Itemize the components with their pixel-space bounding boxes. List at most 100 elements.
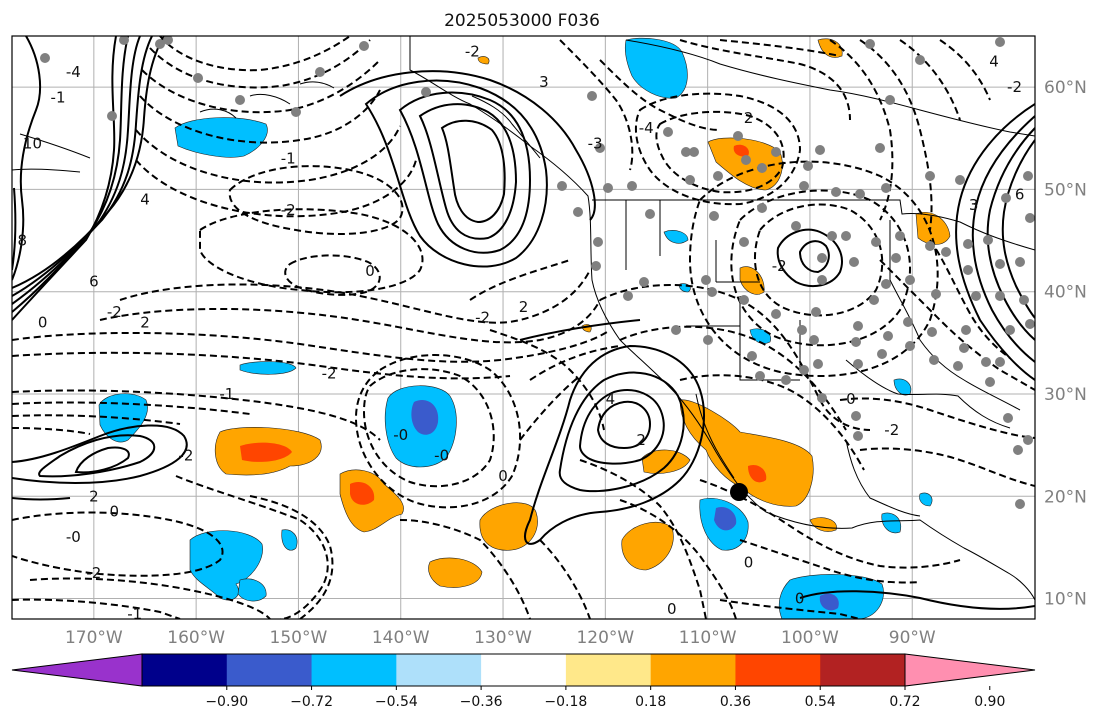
contour-label: 3 xyxy=(969,196,979,214)
lat-tick-label: 10°N xyxy=(1044,590,1087,610)
colorbar-tick-label: 0.18 xyxy=(635,694,666,710)
station-dot xyxy=(781,375,791,385)
contour-label: -3 xyxy=(588,134,603,152)
lon-tick-label: 90°W xyxy=(889,628,936,648)
station-dot xyxy=(755,371,765,381)
station-dot xyxy=(713,171,723,181)
station-dot xyxy=(163,36,173,45)
shade-neg-dark xyxy=(714,506,737,531)
shade-pos xyxy=(428,557,483,588)
station-dot xyxy=(40,53,50,63)
station-dot xyxy=(703,335,713,345)
station-dot xyxy=(817,393,827,403)
station-dot xyxy=(915,55,925,65)
station-dot xyxy=(865,39,875,49)
map-frame xyxy=(11,35,1036,620)
contour-label: -1 xyxy=(219,385,234,403)
station-dot xyxy=(851,411,861,421)
shade-neg-dark xyxy=(411,400,439,435)
contour-label: 10 xyxy=(23,134,42,152)
colorbar-segment xyxy=(650,654,736,686)
contour-label: 6 xyxy=(89,272,99,290)
contour-label: 6 xyxy=(1015,186,1025,204)
station-dot xyxy=(871,237,881,247)
shade-neg xyxy=(624,37,688,99)
contour-label: -2 xyxy=(465,42,480,60)
station-dot xyxy=(359,41,369,51)
gridlines xyxy=(12,36,1035,619)
shade-neg xyxy=(189,530,263,601)
station-dot xyxy=(875,143,885,153)
station-dot xyxy=(853,431,863,441)
station-dot xyxy=(983,235,993,245)
station-dot xyxy=(235,95,245,105)
shade-neg xyxy=(893,378,912,396)
contour-label: -4 xyxy=(639,119,654,137)
shade-neg xyxy=(237,578,267,602)
coastlines xyxy=(12,36,1035,601)
colorbar-segment xyxy=(226,654,313,686)
contour-label: -2 xyxy=(772,257,787,275)
station-dot xyxy=(881,183,891,193)
station-dot xyxy=(757,203,767,213)
station-dot xyxy=(155,39,165,49)
lon-tick-label: 120°W xyxy=(576,628,634,648)
station-dot xyxy=(1015,257,1025,267)
station-dot xyxy=(757,163,767,173)
lon-tick-label: 140°W xyxy=(372,628,430,648)
station-dot xyxy=(1025,213,1035,223)
shade-pos xyxy=(739,266,765,295)
station-dot xyxy=(573,207,583,217)
contour-label: 2 xyxy=(140,313,150,331)
station-dot xyxy=(1005,325,1015,335)
contour-label: 0 xyxy=(110,503,120,521)
station-dot xyxy=(707,287,717,297)
station-dot xyxy=(869,295,879,305)
latitude-ticks: 60°N 50°N 40°N 30°N 20°N 10°N xyxy=(1044,78,1087,609)
shade-neg xyxy=(663,230,689,244)
station-dot xyxy=(771,309,781,319)
station-dot xyxy=(885,95,895,105)
station-dot xyxy=(855,189,865,199)
colorbar-tick-label: −0.36 xyxy=(460,694,503,710)
station-dot xyxy=(853,359,863,369)
station-dot xyxy=(803,161,813,171)
colorbar-segment xyxy=(565,654,652,686)
station-dot xyxy=(739,237,749,247)
lat-tick-label: 20°N xyxy=(1044,487,1087,507)
station-dot xyxy=(853,321,863,331)
colorbar-segment xyxy=(481,654,567,686)
station-dot xyxy=(995,259,1005,269)
contour-label: 2 xyxy=(89,487,99,505)
colorbar-segment xyxy=(142,654,228,686)
station-dot xyxy=(891,253,901,263)
station-dots xyxy=(40,36,1035,509)
shade-pos-red xyxy=(240,442,292,462)
shade-pos xyxy=(679,399,814,507)
colorbar-tick-label: −0.18 xyxy=(544,694,587,710)
contour-label: 0 xyxy=(744,554,754,572)
lat-tick-label: 40°N xyxy=(1044,283,1087,303)
station-dot xyxy=(739,295,749,305)
shade-neg-dark xyxy=(819,593,839,611)
station-dot xyxy=(953,361,963,371)
colorbar-tick-label: −0.54 xyxy=(375,694,418,710)
contour-label: -1 xyxy=(51,88,66,106)
station-dot xyxy=(995,37,1005,47)
colorbar-tick-label: −0.72 xyxy=(290,694,333,710)
station-dot xyxy=(903,317,913,327)
station-dot xyxy=(1013,445,1023,455)
station-dot xyxy=(905,341,915,351)
station-dot xyxy=(645,209,655,219)
station-dot xyxy=(959,343,969,353)
contour-label: 0 xyxy=(365,262,375,280)
station-dot xyxy=(817,253,827,263)
contour-label: -2 xyxy=(107,303,122,321)
shading-layer xyxy=(98,37,951,619)
contour-label: 0 xyxy=(667,600,677,618)
station-dot xyxy=(595,143,605,153)
colorbar-segment xyxy=(311,654,397,686)
contour-label: -2 xyxy=(884,421,899,439)
station-dot xyxy=(929,355,939,365)
